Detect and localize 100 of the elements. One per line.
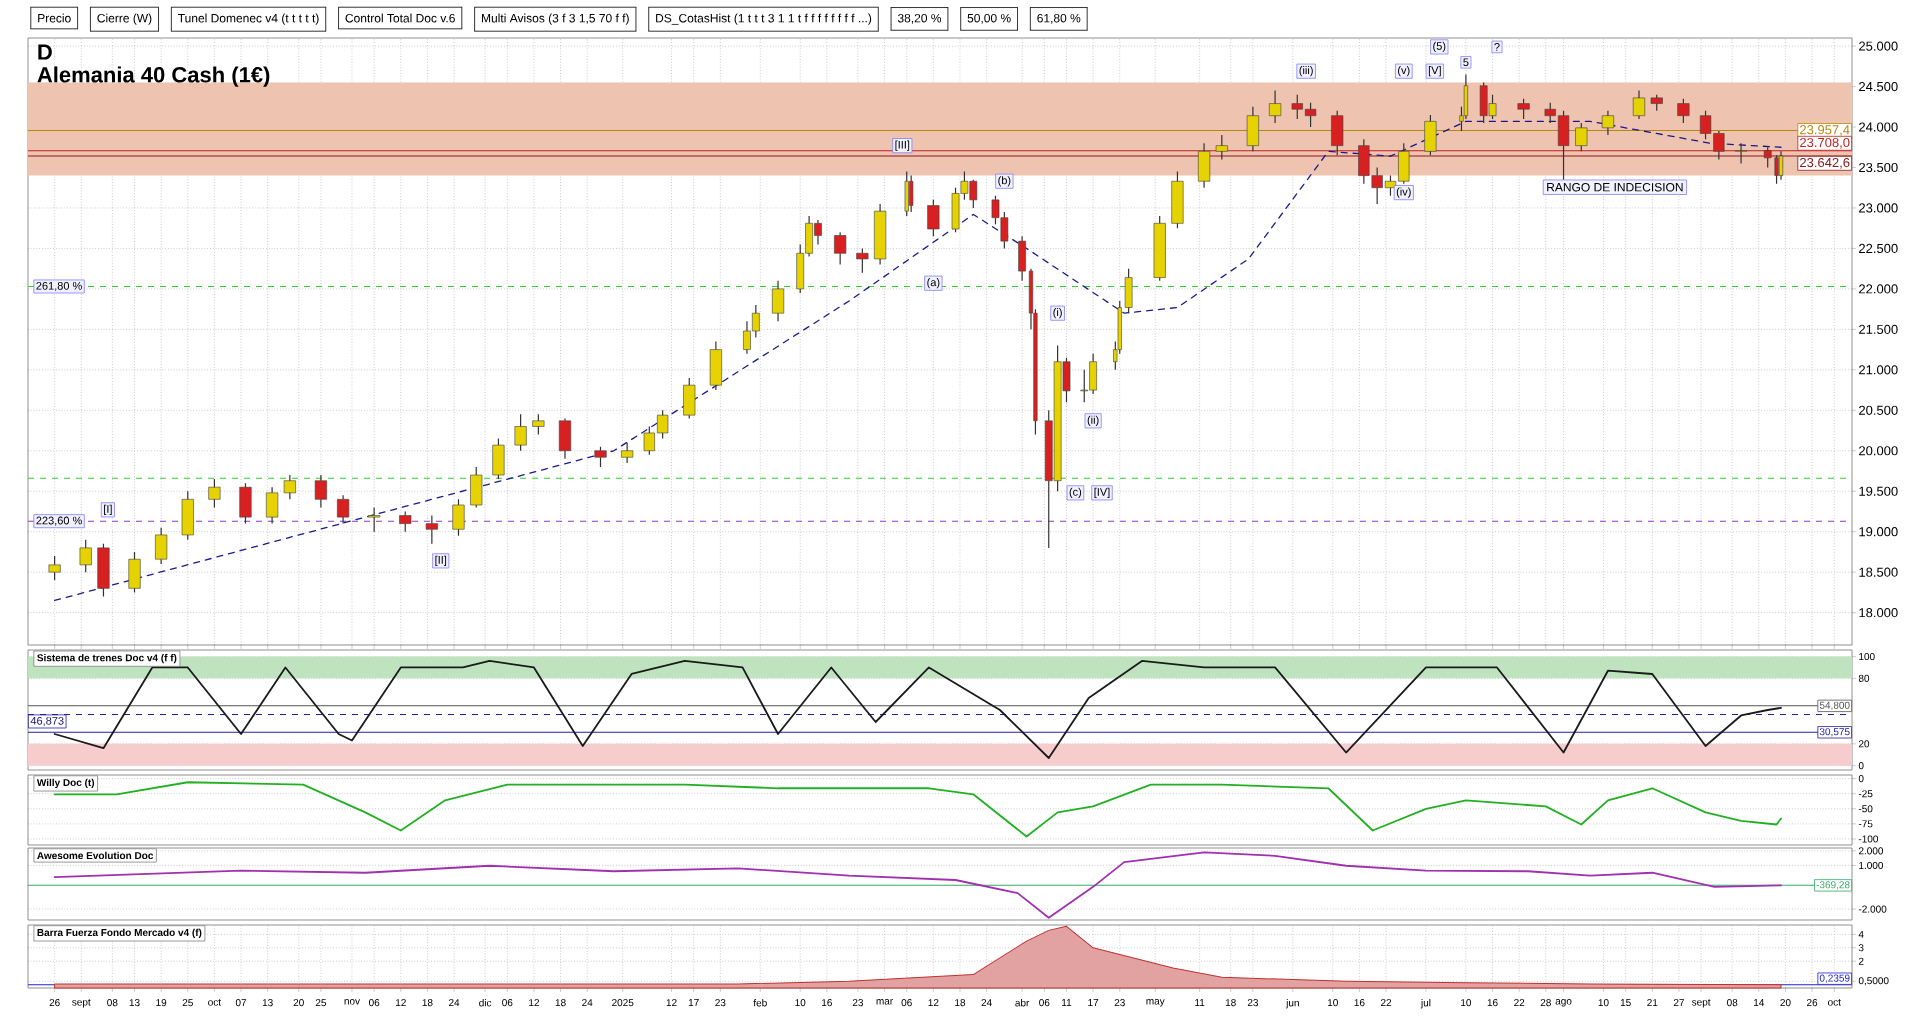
annotation: [III] xyxy=(895,140,910,151)
x-tick-label: jul xyxy=(1420,999,1431,1009)
x-tick-label: 21 xyxy=(1647,999,1658,1007)
x-tick-label: 26 xyxy=(49,999,60,1007)
annotation: ? xyxy=(1494,43,1500,51)
y-tick-label: 18.500 xyxy=(1859,567,1898,577)
band-label: RANGO DE INDECISION xyxy=(1547,182,1683,192)
x-tick-label: 16 xyxy=(822,999,832,1007)
candlestick xyxy=(1215,134,1228,160)
y-tick-label: 22.000 xyxy=(1859,284,1898,294)
candlestick xyxy=(337,494,350,525)
x-tick-label: 24 xyxy=(981,999,992,1007)
x-tick-label: 20 xyxy=(1780,999,1791,1007)
y-tick-label: 19.500 xyxy=(1859,486,1898,496)
x-tick-label: 16 xyxy=(1354,999,1365,1007)
y-tick-label: 21.000 xyxy=(1859,365,1898,375)
x-tick-label: 06 xyxy=(1039,999,1050,1007)
x-tick-label: 23 xyxy=(1114,999,1125,1007)
x-tick-label: 17 xyxy=(1088,999,1099,1006)
candlestick xyxy=(709,340,722,391)
chart-title: Awesome Evolution Doc xyxy=(37,851,154,860)
y-tick-label: 20 xyxy=(1858,740,1870,748)
y-tick-label: 24.500 xyxy=(1859,81,1898,92)
x-tick-label: 10 xyxy=(795,999,806,1007)
x-tick-label: 12 xyxy=(529,999,539,1007)
x-tick-label: 22 xyxy=(1514,999,1525,1007)
x-tick-label: 23 xyxy=(1247,999,1258,1007)
ref-line-label: 54,800 xyxy=(1819,701,1850,710)
y-tick-label: 20.000 xyxy=(1859,446,1898,456)
x-tick-label: 2025 xyxy=(612,999,634,1007)
y-tick-label: 20.500 xyxy=(1859,405,1898,415)
candlestick xyxy=(1246,106,1259,152)
annotation: 223,60 % xyxy=(36,516,82,526)
y-tick-label: -75 xyxy=(1858,820,1873,828)
ref-line-label: 46,873 xyxy=(30,716,64,726)
x-tick-label: 06 xyxy=(901,999,912,1007)
ref-line-label: 30,575 xyxy=(1819,728,1850,737)
text: Tunel Domenec v4 (t t t t t) xyxy=(178,13,319,25)
y-tick-label: -50 xyxy=(1858,805,1873,813)
y-tick-label: 1.000 xyxy=(1859,861,1884,869)
x-tick-label: feb xyxy=(753,999,767,1007)
text: 61,80 % xyxy=(1037,13,1081,24)
y-tick-label: 23.500 xyxy=(1859,162,1898,173)
annotation: [IV] xyxy=(1094,487,1110,498)
annotation: [V] xyxy=(1428,66,1441,77)
y-tick-label: 19.000 xyxy=(1859,527,1898,537)
ref-line-label: -369,28 xyxy=(1816,881,1850,890)
ref-line-label: 23.642,6 xyxy=(1800,157,1850,169)
x-tick-label: 10 xyxy=(1461,999,1472,1007)
annotation: (iii) xyxy=(1299,66,1313,77)
y-tick-label: 24.000 xyxy=(1859,122,1898,132)
annotation: (ii) xyxy=(1087,415,1099,426)
x-tick-label: 27 xyxy=(1673,999,1684,1007)
x-tick-label: 23 xyxy=(715,999,726,1007)
x-tick-label: sept xyxy=(1691,999,1711,1008)
x-tick-label: 12 xyxy=(395,999,406,1007)
annotation: (c) xyxy=(1069,487,1082,498)
x-tick-label: 25 xyxy=(315,999,327,1007)
candlestick xyxy=(314,474,327,509)
candlestick xyxy=(1632,90,1646,120)
text: Control Total Doc v.6 xyxy=(345,13,455,23)
x-tick-label: ago xyxy=(1555,999,1572,1007)
x-tick-label: 17 xyxy=(688,999,699,1006)
x-tick-label: 08 xyxy=(107,999,118,1007)
annotation: (i) xyxy=(1053,308,1062,319)
annotation: [I] xyxy=(104,504,112,515)
chart-title: D xyxy=(38,44,52,60)
candlestick xyxy=(558,417,572,460)
x-tick-label: jun xyxy=(1285,999,1299,1009)
x-tick-label: 13 xyxy=(129,999,140,1007)
candlestick xyxy=(155,527,168,565)
candlestick xyxy=(1291,94,1303,120)
x-tick-label: 10 xyxy=(1327,999,1338,1007)
y-tick-label: 3 xyxy=(1858,944,1864,952)
annotation: [II] xyxy=(435,555,447,566)
annotation: (iv) xyxy=(1396,187,1411,198)
x-tick-label: sept xyxy=(72,999,91,1008)
y-tick-label: -2.000 xyxy=(1858,905,1887,913)
y-tick-label: 0 xyxy=(1858,775,1864,783)
candlestick xyxy=(1557,110,1570,181)
x-tick-label: 10 xyxy=(1598,999,1609,1007)
candlestick xyxy=(771,280,785,322)
text: 38,20 % xyxy=(897,13,942,24)
y-tick-label: 2 xyxy=(1858,957,1864,965)
candlestick xyxy=(1198,142,1211,189)
x-tick-label: abr xyxy=(1015,999,1030,1007)
y-tick-label: 0 xyxy=(1858,762,1864,770)
x-tick-label: 28 xyxy=(1540,999,1551,1007)
candlestick xyxy=(874,203,887,266)
x-tick-label: 19 xyxy=(156,999,167,1007)
candlestick xyxy=(1734,142,1748,165)
x-tick-label: 18 xyxy=(555,999,566,1007)
x-tick-label: 25 xyxy=(182,999,193,1007)
x-tick-label: 18 xyxy=(955,999,966,1007)
x-tick-label: 16 xyxy=(1487,999,1498,1007)
candlestick xyxy=(621,442,634,464)
x-tick-label: 24 xyxy=(448,999,460,1007)
y-tick-label: 4 xyxy=(1858,930,1864,938)
y-tick-label: 25.000 xyxy=(1859,41,1898,51)
x-tick-label: 06 xyxy=(502,999,513,1007)
